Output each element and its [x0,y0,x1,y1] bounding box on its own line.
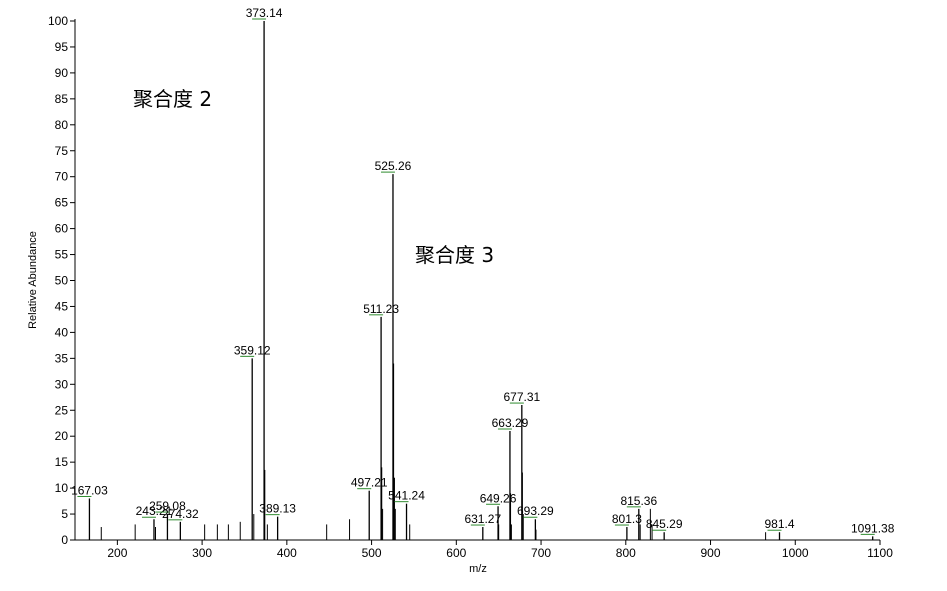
peak-label: 815.36 [620,494,657,508]
peak-label: 389.13 [259,502,296,516]
y-tick-label: 60 [55,222,69,236]
annotation: 聚合度 2 [133,87,212,111]
peak-label: 167.03 [71,483,108,497]
y-tick-label: 90 [55,66,69,80]
y-tick-label: 5 [61,507,68,521]
y-tick-label: 20 [55,429,69,443]
peak-label: 1091.38 [851,521,895,535]
peak-label: 631.27 [464,512,501,526]
peak-label: 677.31 [503,390,540,404]
peak-label: 663.29 [492,416,529,430]
peak-label: 801.3 [612,512,642,526]
annotation: 聚合度 3 [415,243,494,267]
peak-label: 649.26 [480,491,517,505]
y-tick-label: 30 [55,377,69,391]
peak-label: 845.29 [646,517,683,531]
y-tick-label: 10 [55,481,69,495]
y-tick-label: 0 [61,533,68,547]
y-tick-label: 25 [55,403,69,417]
peak-label: 274.32 [162,507,199,521]
y-tick-label: 50 [55,274,69,288]
peak-label: 541.24 [388,489,425,503]
x-tick-label: 600 [446,546,466,560]
y-tick-label: 15 [55,455,69,469]
y-tick-label: 100 [48,14,68,28]
peak-label: 259.08 [149,499,186,513]
x-tick-label: 1000 [782,546,809,560]
y-tick-label: 75 [55,144,69,158]
x-tick-label: 400 [277,546,297,560]
y-tick-label: 70 [55,170,69,184]
x-tick-label: 1100 [867,546,893,560]
y-tick-label: 65 [55,196,69,210]
y-tick-label: 85 [55,92,69,106]
x-axis-title: m/z [469,563,487,575]
x-tick-label: 300 [192,546,212,560]
peak-label: 359.12 [234,343,271,357]
peak-label: 525.26 [375,159,412,173]
peak-label: 981.4 [764,517,794,531]
y-tick-label: 55 [55,248,69,262]
y-tick-label: 80 [55,118,69,132]
y-tick-label: 45 [55,299,69,313]
x-tick-label: 200 [107,546,127,560]
peak-label: 497.21 [351,476,388,490]
x-tick-label: 500 [362,546,382,560]
x-tick-label: 800 [616,546,636,560]
peak-label: 693.29 [517,504,554,518]
y-tick-label: 35 [55,351,69,365]
peak-label: 243.21 [136,504,173,518]
y-axis-title: Relative Abundance [27,231,39,329]
y-tick-label: 95 [55,40,69,54]
x-tick-label: 900 [701,546,721,560]
peak-label: 511.23 [363,302,399,316]
peak-label: 373.14 [246,6,283,20]
x-tick-label: 700 [531,546,551,560]
y-tick-label: 40 [55,325,69,339]
